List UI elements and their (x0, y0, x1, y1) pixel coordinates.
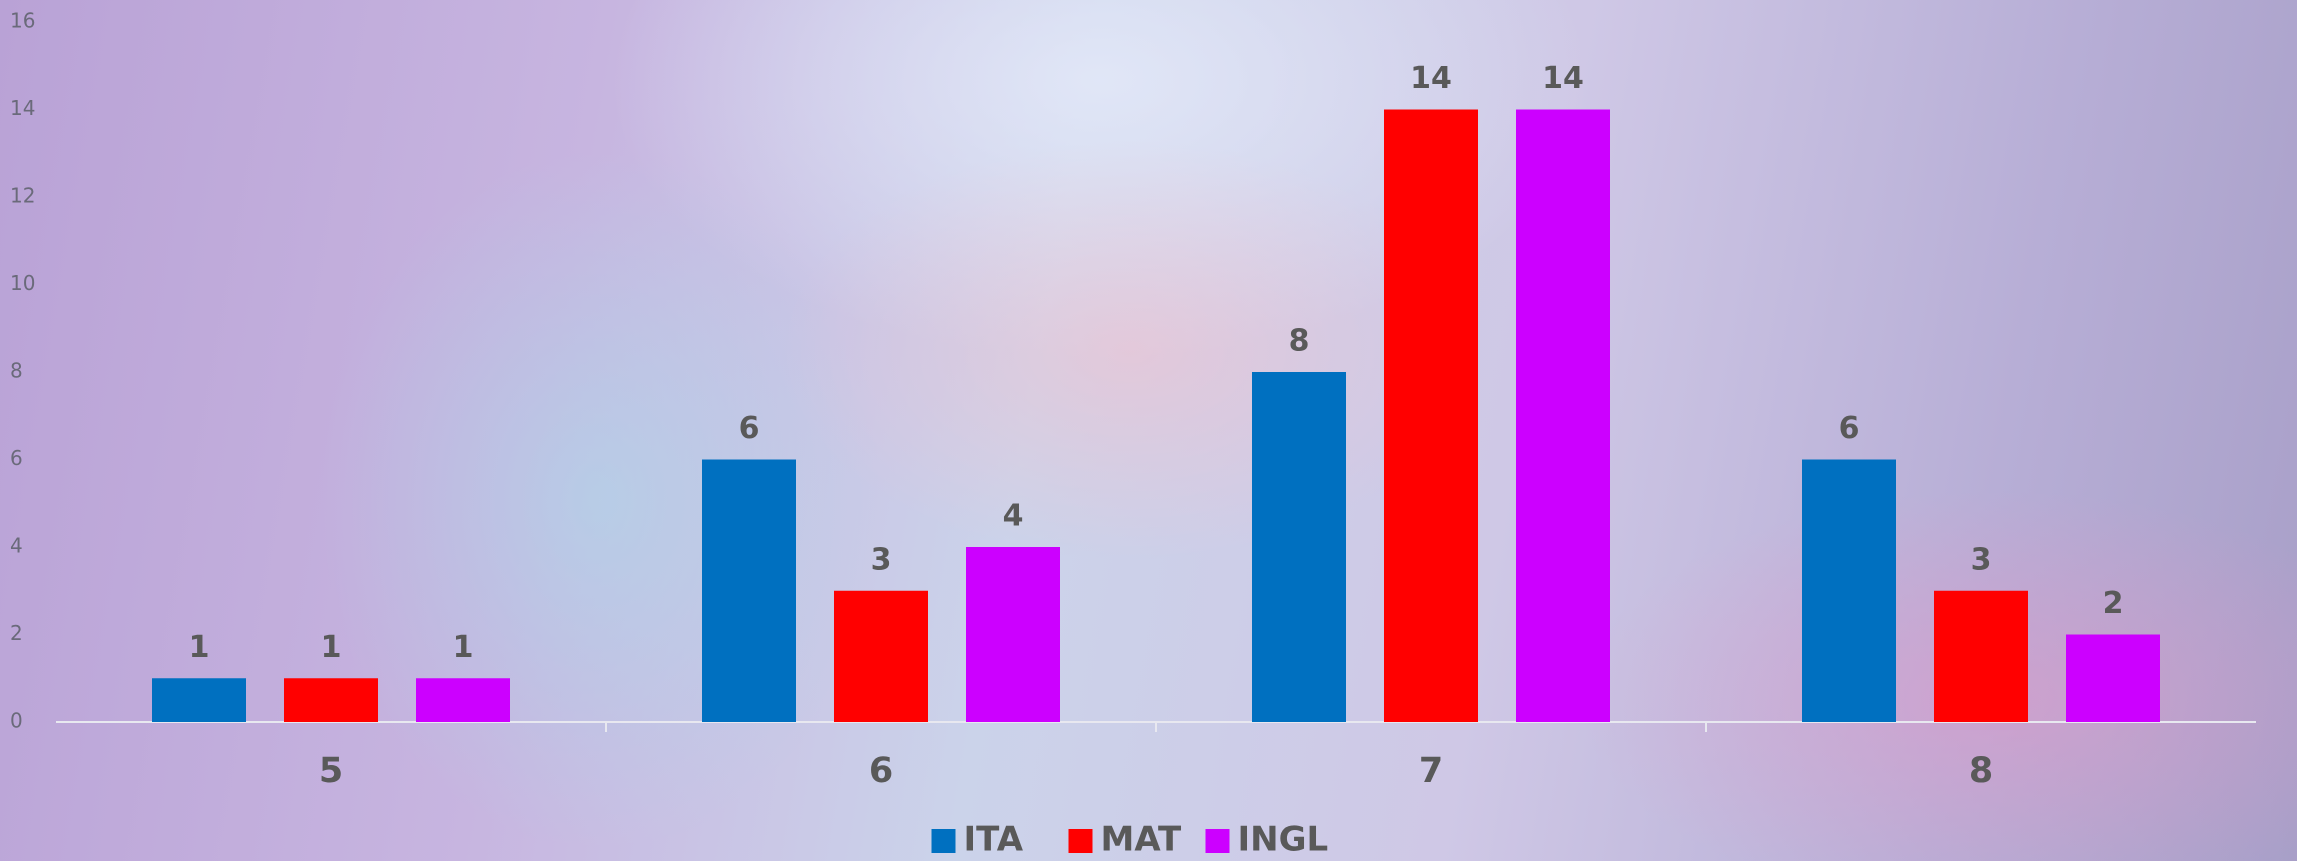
bar (1516, 109, 1610, 722)
legend-label: MAT (1101, 820, 1183, 860)
y-tick-label: 14 (10, 96, 35, 120)
y-tick-label: 10 (10, 271, 35, 295)
x-tick-label: 7 (1419, 751, 1443, 791)
bar (152, 678, 246, 722)
data-label: 1 (189, 630, 210, 665)
data-label: 14 (1542, 61, 1584, 96)
bar (416, 678, 510, 722)
data-label: 1 (321, 630, 342, 665)
bar (834, 590, 928, 722)
bar (1802, 459, 1896, 722)
y-tick-label: 16 (10, 9, 35, 33)
legend-label: INGL (1238, 820, 1329, 860)
legend-swatch (1205, 829, 1230, 853)
data-label: 3 (1971, 542, 1992, 577)
y-tick-label: 4 (10, 534, 23, 558)
x-tick-label: 5 (319, 751, 343, 791)
bar (1384, 109, 1478, 722)
data-label: 6 (739, 411, 760, 446)
y-tick-label: 0 (10, 709, 23, 733)
data-label: 6 (1839, 411, 1860, 446)
y-tick-label: 8 (10, 359, 23, 383)
bar (1934, 590, 2028, 722)
legend-swatch (1068, 829, 1093, 853)
legend-swatch (931, 829, 956, 853)
data-label: 14 (1410, 61, 1452, 96)
y-tick-label: 12 (10, 184, 35, 208)
bar (1252, 372, 1346, 722)
x-tick-label: 8 (1969, 751, 1993, 791)
legend-label: ITA (964, 820, 1024, 860)
bar (284, 678, 378, 722)
data-label: 1 (453, 630, 474, 665)
x-tick-label: 6 (869, 751, 893, 791)
data-label: 4 (1003, 499, 1024, 534)
data-label: 3 (871, 542, 892, 577)
data-label: 8 (1289, 324, 1310, 359)
data-label: 2 (2103, 586, 2124, 621)
bar (2066, 634, 2160, 722)
bar (966, 547, 1060, 722)
y-tick-label: 2 (10, 621, 23, 645)
bar (702, 459, 796, 722)
y-tick-label: 6 (10, 446, 23, 470)
